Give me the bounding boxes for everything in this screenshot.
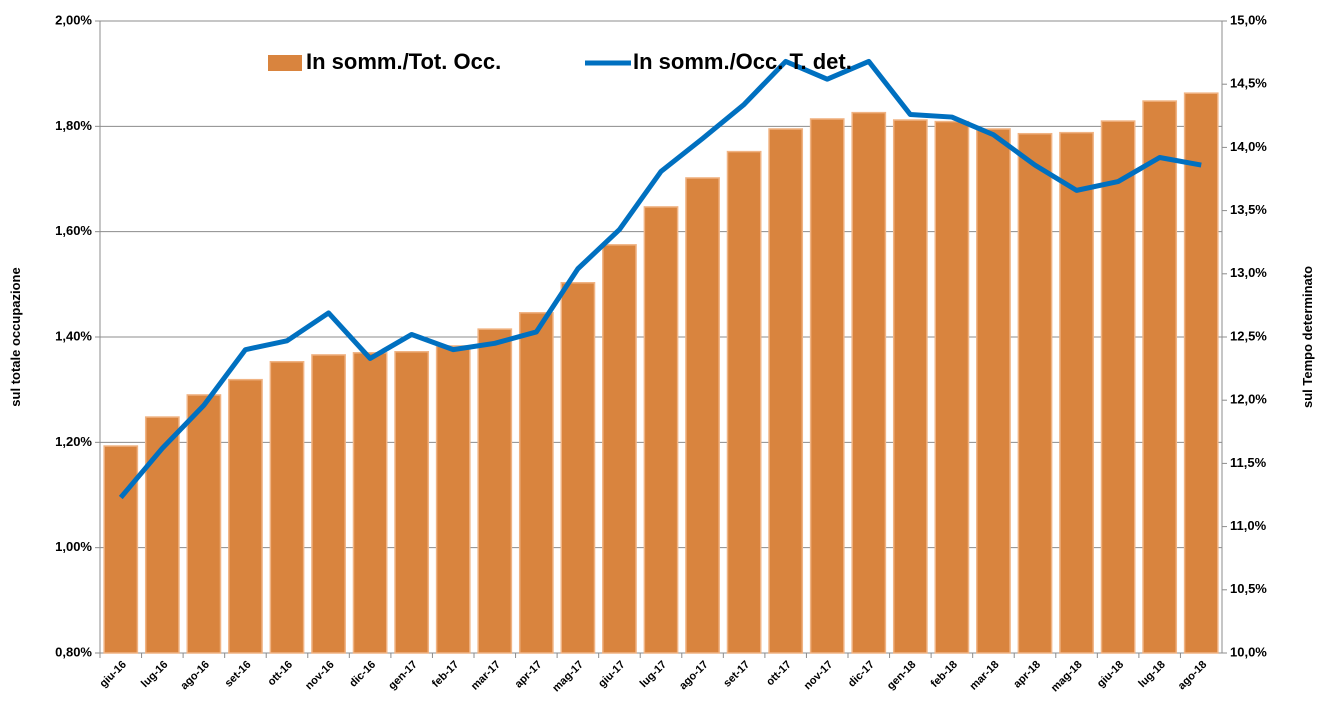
x-tick-label: set-17 [721, 659, 752, 690]
bar [103, 445, 139, 654]
y2-tick-label: 11,5% [1230, 455, 1267, 470]
x-tick-label: nov-16 [303, 659, 337, 693]
bar [809, 118, 845, 654]
y-tick-label: 0,80% [55, 644, 92, 659]
y2-tick-label: 15,0% [1230, 12, 1267, 27]
bar [726, 150, 762, 654]
y-tick-label: 1,20% [55, 434, 92, 449]
legend-label: In somm./Occ. T. det. [633, 49, 852, 74]
x-tick-label: mar-18 [968, 659, 1002, 693]
bar [560, 282, 596, 654]
y2-tick-label: 13,5% [1230, 202, 1267, 217]
bar [394, 350, 430, 654]
x-tick-label: feb-17 [430, 659, 461, 690]
x-tick-label: ott-17 [764, 659, 794, 689]
bar [435, 345, 471, 654]
x-tick-label: mar-17 [469, 659, 503, 693]
y2-tick-label: 12,5% [1230, 328, 1267, 343]
bar [768, 128, 804, 654]
y2-tick-label: 12,0% [1230, 392, 1267, 407]
bar [228, 378, 263, 654]
x-tick-label: dic-17 [846, 659, 877, 690]
bar [851, 111, 887, 654]
x-tick-label: lug-18 [1136, 659, 1167, 690]
x-tick-label: gen-17 [386, 659, 420, 693]
y2-tick-label: 13,0% [1230, 265, 1267, 280]
x-tick-label: giu-17 [596, 659, 627, 690]
bar [477, 328, 513, 654]
y-tick-label: 2,00% [55, 12, 92, 27]
x-tick-label: set-16 [223, 659, 254, 690]
bar [892, 119, 928, 654]
x-tick-label: nov-17 [802, 659, 836, 693]
legend-swatch [268, 55, 302, 71]
y-tick-label: 1,60% [55, 223, 92, 238]
bar [518, 312, 554, 654]
y-axis-title: sul totale occupazione [8, 267, 23, 406]
x-tick-label: lug-17 [638, 659, 669, 690]
bar [1183, 92, 1219, 654]
bar [269, 361, 305, 654]
x-tick-label: dic-16 [347, 659, 378, 690]
bar [1142, 100, 1178, 654]
y-tick-label: 1,80% [55, 118, 92, 133]
x-tick-label: apr-17 [513, 659, 545, 691]
y2-tick-label: 14,5% [1230, 76, 1267, 91]
x-tick-label: mag-17 [550, 659, 586, 695]
x-tick-label: mag-18 [1049, 659, 1085, 695]
x-tick-label: giu-18 [1095, 659, 1126, 690]
x-tick-label: ago-18 [1176, 659, 1210, 693]
bar [1017, 132, 1053, 654]
x-tick-label: apr-18 [1011, 659, 1043, 691]
bar [1100, 120, 1136, 654]
y2-tick-label: 14,0% [1230, 139, 1267, 154]
bar [976, 128, 1011, 654]
bar [311, 354, 346, 654]
bar [352, 352, 388, 654]
x-tick-label: ago-16 [178, 659, 212, 693]
x-tick-label: lug-16 [139, 659, 170, 690]
y2-tick-label: 10,0% [1230, 644, 1267, 659]
bar [144, 416, 180, 654]
line [118, 58, 1202, 500]
bar [685, 177, 720, 654]
bar [602, 244, 637, 654]
x-tick-label: ott-16 [265, 659, 295, 689]
y-tick-label: 1,40% [55, 328, 92, 343]
bar [186, 394, 222, 654]
legend-label: In somm./Tot. Occ. [306, 49, 501, 74]
bar [934, 120, 970, 654]
y-tick-label: 1,00% [55, 539, 92, 554]
x-tick-label: gen-18 [885, 659, 919, 693]
x-tick-label: feb-18 [929, 659, 960, 690]
x-tick-label: giu-16 [97, 659, 128, 690]
y2-tick-label: 11,0% [1230, 518, 1267, 533]
y2-tick-label: 10,5% [1230, 581, 1267, 596]
bar [643, 206, 679, 654]
bar [1059, 131, 1094, 654]
y2-axis-title: sul Tempo determinato [1300, 266, 1315, 408]
x-tick-label: ago-17 [677, 659, 711, 693]
